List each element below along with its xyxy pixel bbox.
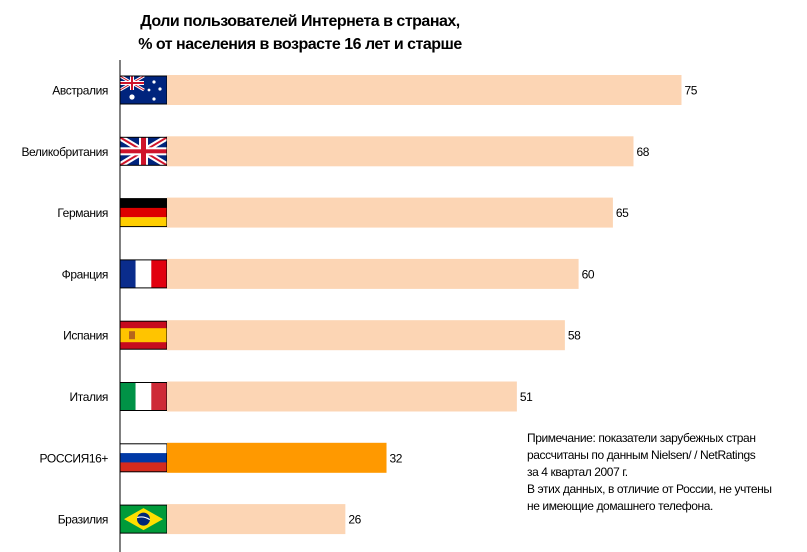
category-label: Великобритания xyxy=(21,145,108,159)
category-label: Бразилия xyxy=(58,513,108,527)
category-label: Австралия xyxy=(52,84,108,98)
italy-flag-icon xyxy=(119,382,168,411)
bar xyxy=(167,381,517,412)
bar xyxy=(167,258,579,289)
chart-title: Доли пользователей Интернета в странах, … xyxy=(100,10,500,56)
chart-title-line1: Доли пользователей Интернета в странах, xyxy=(140,13,460,30)
category-label: Франция xyxy=(62,267,108,281)
data-label: 58 xyxy=(568,329,581,343)
data-label: 51 xyxy=(520,390,533,404)
australia-flag-icon xyxy=(119,74,168,105)
category-label: Испания xyxy=(63,329,108,343)
bar xyxy=(167,136,634,167)
spain-flag-icon xyxy=(119,320,168,350)
data-label: 65 xyxy=(616,206,629,220)
category-label: Италия xyxy=(70,390,108,404)
bar xyxy=(167,504,346,535)
bar xyxy=(167,320,565,351)
france-flag-icon xyxy=(119,259,168,289)
germany-flag-icon xyxy=(119,198,168,228)
bar xyxy=(167,75,682,105)
footnote-line: не имеющие домашнего телефона. xyxy=(527,499,713,513)
data-label: 75 xyxy=(685,84,698,98)
footnote-line: рассчитаны по данным Nielsen/ / NetRatin… xyxy=(527,448,756,462)
data-label: 60 xyxy=(582,267,595,281)
footnote: Примечание: показатели зарубежных стран … xyxy=(527,430,802,515)
bar xyxy=(167,442,387,473)
data-label: 26 xyxy=(348,513,361,527)
russia-flag-icon xyxy=(119,443,168,473)
footnote-line: В этих данных, в отличие от России, не у… xyxy=(527,482,772,496)
uk-flag-icon xyxy=(118,134,169,168)
chart-subtitle: % от населения в возрасте 16 лет и старш… xyxy=(138,36,462,53)
bar xyxy=(167,197,613,228)
data-label: 32 xyxy=(390,451,403,465)
category-label: Германия xyxy=(57,206,108,220)
data-label: 68 xyxy=(636,145,649,159)
brazil-flag-icon xyxy=(119,504,168,534)
category-label: РОССИЯ16+ xyxy=(40,451,109,465)
footnote-line: за 4 квартал 2007 г. xyxy=(527,465,628,479)
footnote-line: Примечание: показатели зарубежных стран xyxy=(527,431,756,445)
